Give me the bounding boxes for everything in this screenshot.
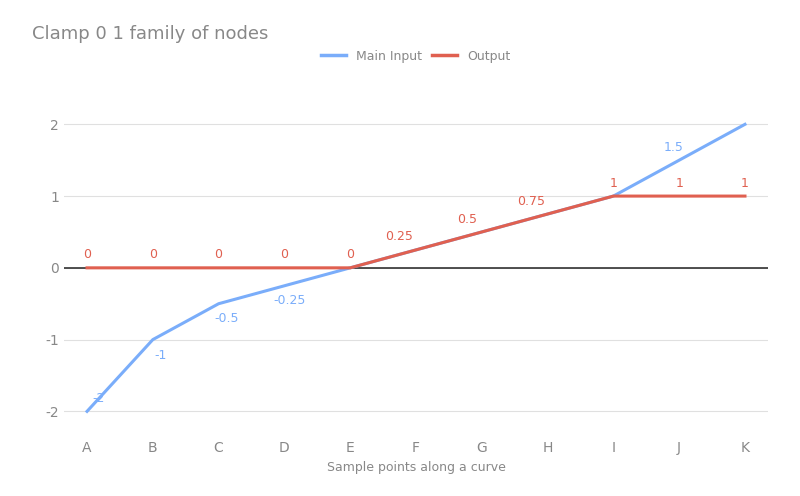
Main Input <box>740 122 750 127</box>
Main Input <box>542 211 552 217</box>
Main Input <box>346 265 355 271</box>
Legend: Main Input, Output: Main Input, Output <box>316 45 516 68</box>
Line: Output: Output <box>87 196 745 268</box>
Text: 1.5: 1.5 <box>664 141 684 154</box>
Text: -0.5: -0.5 <box>214 311 238 324</box>
Text: 0: 0 <box>214 248 222 261</box>
Text: 1: 1 <box>741 177 749 189</box>
Output <box>280 265 290 271</box>
Text: 0: 0 <box>83 248 91 261</box>
Output <box>82 265 92 271</box>
Text: -0.25: -0.25 <box>274 294 306 307</box>
Text: 0.25: 0.25 <box>386 231 414 244</box>
Main Input <box>82 408 92 414</box>
Main Input <box>280 283 290 289</box>
Output <box>148 265 158 271</box>
Main Input <box>477 229 486 235</box>
Line: Main Input: Main Input <box>87 124 745 411</box>
X-axis label: Sample points along a curve: Sample points along a curve <box>326 461 506 474</box>
Text: 1: 1 <box>610 177 618 189</box>
Output <box>477 229 486 235</box>
Output <box>411 247 421 253</box>
Main Input <box>411 247 421 253</box>
Main Input <box>609 193 618 199</box>
Output <box>542 211 552 217</box>
Output <box>346 265 355 271</box>
Output <box>214 265 223 271</box>
Output <box>740 193 750 199</box>
Text: 1: 1 <box>675 177 683 189</box>
Text: 0: 0 <box>346 248 354 261</box>
Main Input <box>214 301 223 307</box>
Output <box>674 193 684 199</box>
Text: 0.75: 0.75 <box>517 194 545 208</box>
Text: 0.5: 0.5 <box>458 213 478 226</box>
Main Input <box>148 337 158 343</box>
Text: 0: 0 <box>149 248 157 261</box>
Output <box>609 193 618 199</box>
Text: 0: 0 <box>281 248 289 261</box>
Text: -2: -2 <box>93 392 105 405</box>
Text: -1: -1 <box>154 349 167 362</box>
Text: Clamp 0 1 family of nodes: Clamp 0 1 family of nodes <box>32 25 268 43</box>
Main Input <box>674 157 684 163</box>
